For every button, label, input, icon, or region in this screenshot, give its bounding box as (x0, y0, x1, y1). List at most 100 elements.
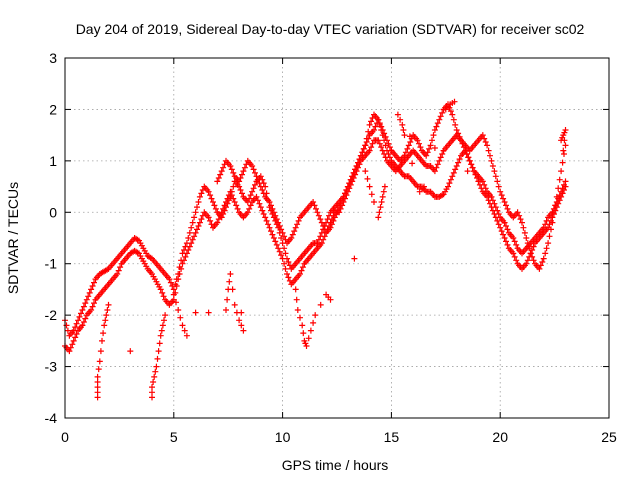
data-point (82, 315, 89, 322)
data-point (561, 151, 567, 157)
data-point (310, 199, 317, 205)
data-point (278, 226, 285, 233)
data-point (192, 229, 199, 236)
data-point (234, 205, 241, 212)
data-point (500, 231, 507, 238)
data-point (336, 204, 343, 211)
data-point (205, 214, 212, 221)
data-point (178, 265, 185, 272)
data-point (227, 271, 234, 277)
y-tick-label: 0 (49, 204, 57, 220)
data-point (405, 142, 412, 149)
data-point (247, 202, 254, 209)
data-point (155, 348, 162, 355)
data-point (494, 217, 501, 224)
data-point (291, 228, 298, 235)
data-point (317, 216, 324, 223)
data-point (497, 224, 504, 231)
data-point (208, 195, 215, 202)
data-point (152, 368, 159, 375)
data-point (548, 226, 554, 233)
data-point (246, 195, 253, 202)
data-point (183, 332, 190, 339)
data-point (381, 183, 388, 190)
data-point (558, 188, 565, 195)
data-point (228, 192, 235, 199)
data-point (433, 164, 440, 171)
data-point (555, 185, 562, 192)
data-point (256, 200, 263, 207)
data-point (94, 389, 101, 396)
data-point (66, 348, 73, 355)
data-point (511, 238, 518, 245)
data-point (230, 195, 237, 202)
data-point (95, 366, 102, 373)
data-point (247, 192, 254, 199)
data-point (214, 219, 221, 226)
data-point (268, 202, 274, 209)
data-point (294, 221, 301, 228)
data-point (481, 181, 488, 188)
data-point (159, 322, 166, 329)
data-point (519, 219, 525, 226)
data-point (253, 193, 260, 200)
data-point (198, 190, 205, 197)
data-point (288, 235, 295, 241)
data-point (114, 271, 121, 277)
data-point (196, 193, 203, 200)
data-point (96, 358, 103, 365)
data-point (453, 163, 460, 169)
data-point (295, 217, 302, 224)
data-point (170, 291, 177, 298)
data-point (375, 116, 382, 123)
data-point (257, 204, 264, 211)
data-point (254, 197, 261, 204)
data-point (238, 309, 245, 316)
data-point (424, 149, 431, 156)
data-point (284, 271, 290, 277)
data-point (300, 330, 307, 337)
data-point (446, 180, 453, 187)
data-point (127, 348, 134, 355)
data-point (237, 187, 244, 193)
data-point (231, 301, 238, 308)
data-point (546, 233, 553, 240)
data-point (269, 231, 276, 238)
data-point (523, 235, 530, 241)
data-point (207, 217, 214, 224)
data-point (340, 193, 347, 200)
data-point (254, 176, 261, 183)
data-point (450, 116, 457, 123)
data-point (426, 145, 433, 152)
data-point (550, 205, 557, 212)
data-point (495, 211, 502, 217)
data-point (293, 296, 300, 303)
data-point (73, 331, 80, 337)
data-point (482, 139, 489, 145)
data-point (521, 229, 528, 236)
data-point (350, 169, 357, 176)
data-point (542, 221, 549, 228)
data-point (214, 178, 221, 185)
data-point (268, 228, 274, 235)
data-point (484, 142, 491, 149)
data-point (191, 233, 198, 240)
data-point (351, 255, 358, 262)
data-point (540, 255, 547, 262)
data-point (311, 202, 318, 209)
data-point (561, 181, 567, 188)
data-point (545, 240, 552, 247)
data-point (70, 337, 77, 344)
data-point (72, 334, 79, 341)
data-point (260, 211, 267, 217)
data-point (318, 240, 325, 247)
data-point (217, 212, 224, 219)
data-point (503, 223, 509, 229)
data-point (297, 271, 303, 277)
data-point (257, 183, 264, 190)
data-point (379, 193, 386, 200)
data-point (417, 144, 424, 151)
data-point (481, 135, 488, 142)
data-point (445, 183, 451, 190)
data-point (215, 216, 222, 223)
